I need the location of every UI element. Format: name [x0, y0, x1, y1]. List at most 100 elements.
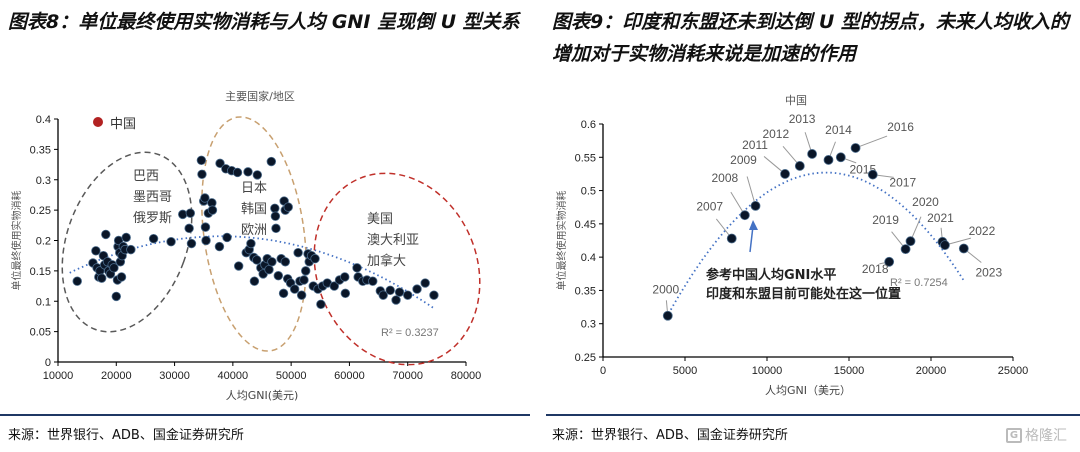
- data-point: [148, 233, 159, 244]
- data-point: [835, 152, 846, 163]
- right-x-tick-label: 20000: [916, 365, 947, 377]
- group-ellipse-brazil-mexico-russia: [61, 151, 193, 333]
- data-point: [267, 257, 277, 267]
- data-point: [750, 200, 761, 211]
- data-point: [273, 271, 284, 281]
- left-y-axis-label: 单位最终使用实物消耗: [10, 191, 23, 291]
- data-point: [726, 233, 737, 244]
- data-point: [289, 284, 300, 294]
- data-point: [391, 295, 401, 305]
- left-chart-title: 主要国家/地区: [225, 89, 295, 103]
- left-chart-title: 图表8：单位最终使用实物消耗与人均 GNI 呈现倒 U 型关系: [8, 11, 520, 33]
- data-label-year: 2023: [975, 265, 1002, 279]
- right-y-tick-label: 0.4: [581, 252, 596, 264]
- data-point: [780, 169, 790, 179]
- data-label-year: 2020: [912, 195, 939, 209]
- data-point: [807, 149, 817, 159]
- legend-label-china: 中国: [110, 117, 136, 132]
- data-point: [299, 275, 309, 285]
- data-point: [207, 205, 218, 215]
- data-point: [232, 167, 243, 178]
- right-y-tick-label: 0.6: [581, 119, 596, 131]
- data-point: [662, 310, 673, 321]
- data-label-year: 2017: [889, 176, 916, 190]
- data-point: [121, 232, 131, 243]
- data-point: [200, 193, 210, 203]
- right-chart-title: 图表9：印度和东盟还未到达倒 U 型的拐点，未来人均收入的增加对于实物消耗来说是…: [552, 11, 1069, 65]
- left-x-tick-label: 40000: [218, 370, 249, 382]
- left-y-tick-label: 0.25: [30, 205, 51, 217]
- watermark-logo: G 格隆汇: [1006, 425, 1067, 445]
- data-point: [412, 284, 422, 294]
- data-point: [111, 291, 121, 302]
- data-point: [270, 203, 280, 214]
- left-x-tick-label: 30000: [159, 370, 190, 382]
- data-point: [200, 222, 211, 232]
- left-r-squared: R² = 0.3237: [381, 327, 439, 339]
- data-point: [340, 272, 350, 282]
- left-x-tick-label: 60000: [334, 370, 365, 382]
- data-point: [252, 170, 263, 180]
- data-point: [940, 240, 950, 251]
- right-y-tick-label: 0.35: [575, 285, 596, 297]
- annotation-arrow-head: [749, 220, 758, 230]
- group-label: 美国: [367, 212, 393, 227]
- data-point: [429, 290, 439, 300]
- group-label: 韩国: [241, 202, 267, 217]
- data-point: [185, 208, 196, 218]
- annotation-arrow-shaft: [749, 225, 754, 253]
- data-label-year: 2007: [696, 200, 723, 214]
- left-y-tick-label: 0.2: [36, 236, 51, 248]
- right-source: 来源：世界银行、ADB、国金证券研究所: [552, 428, 788, 443]
- data-label-year: 2022: [969, 224, 996, 238]
- data-point: [109, 263, 119, 273]
- right-x-tick-label: 0: [600, 365, 606, 377]
- data-point: [196, 155, 207, 166]
- left-y-tick-label: 0.4: [36, 114, 51, 126]
- data-point: [293, 247, 303, 258]
- data-point: [280, 257, 291, 267]
- logo-text: 格隆汇: [1025, 428, 1067, 444]
- left-footer-rule: [0, 414, 530, 416]
- annotation-text: 印度和东盟目前可能处在这一位置: [706, 286, 901, 302]
- data-label-leader: [855, 135, 888, 149]
- right-x-tick-label: 15000: [834, 365, 865, 377]
- right-y-tick-label: 0.3: [581, 319, 596, 331]
- data-point: [352, 263, 362, 273]
- data-label-year: 2000: [652, 283, 679, 297]
- right-y-tick-label: 0.45: [575, 219, 596, 231]
- data-point: [900, 244, 911, 255]
- data-point: [264, 264, 274, 275]
- left-x-tick-label: 20000: [101, 370, 132, 382]
- group-label: 澳大利亚: [367, 232, 419, 248]
- group-label: 巴西: [133, 169, 159, 184]
- data-point: [91, 246, 101, 256]
- data-point: [296, 290, 307, 300]
- data-point: [214, 241, 225, 252]
- data-point: [884, 256, 895, 267]
- right-footer-rule: [546, 414, 1080, 416]
- data-label-year: 2016: [887, 120, 914, 134]
- left-y-tick-label: 0.3: [36, 175, 51, 187]
- right-x-tick-label: 25000: [998, 365, 1029, 377]
- data-point: [246, 238, 256, 249]
- data-point: [184, 223, 194, 234]
- data-point: [316, 299, 326, 309]
- right-r-squared: R² = 0.7254: [890, 277, 948, 289]
- data-label-year: 2014: [825, 123, 852, 137]
- data-point: [867, 169, 878, 180]
- data-label-year: 2018: [862, 262, 889, 276]
- right-x-tick-label: 5000: [673, 365, 697, 377]
- data-point: [368, 276, 378, 286]
- left-y-tick-label: 0: [45, 357, 51, 369]
- right-y-tick-label: 0.25: [575, 352, 596, 364]
- data-point: [420, 278, 430, 288]
- data-point: [278, 288, 289, 299]
- left-y-tick-label: 0.15: [30, 266, 51, 278]
- data-point: [233, 261, 244, 271]
- data-point: [270, 211, 281, 221]
- data-label-year: 2008: [712, 171, 739, 185]
- data-label-year: 2021: [927, 211, 954, 225]
- data-point: [301, 266, 311, 276]
- data-label-year: 2019: [872, 213, 899, 227]
